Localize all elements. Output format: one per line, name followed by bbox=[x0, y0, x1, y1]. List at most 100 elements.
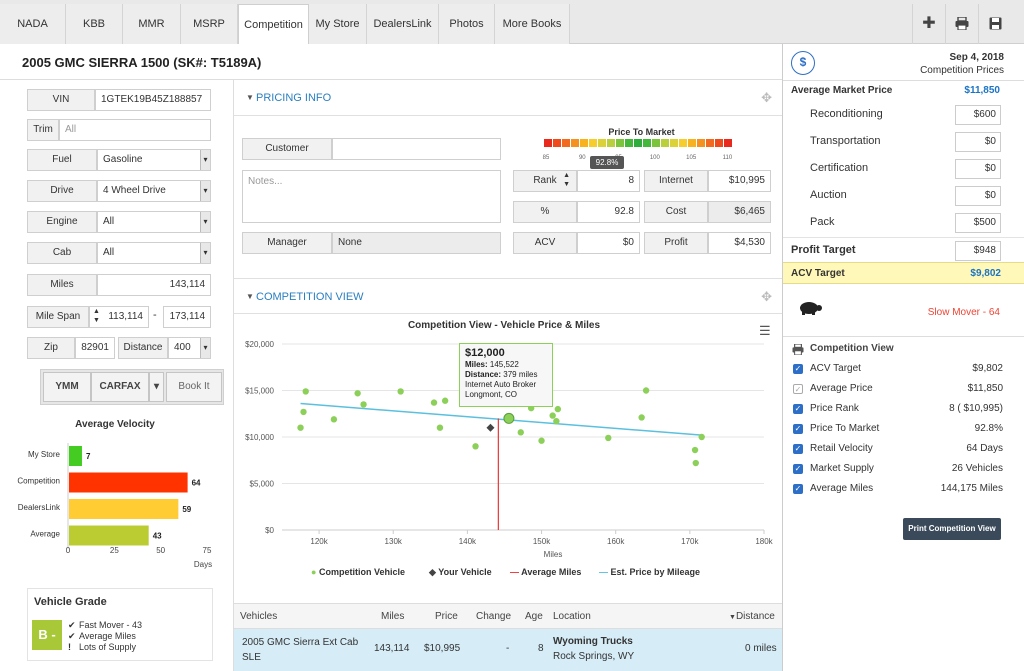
collapse-icon[interactable]: ▼ bbox=[246, 292, 254, 301]
tab-my-store[interactable]: My Store bbox=[309, 4, 367, 44]
collapse-icon[interactable]: ▼ bbox=[246, 93, 254, 102]
legend-est-price[interactable]: — Est. Price by Mileage bbox=[599, 567, 701, 577]
cv-row[interactable]: ✓ Price To Market 92.8% bbox=[793, 423, 1003, 434]
legend-average-miles[interactable]: — Average Miles bbox=[510, 567, 582, 577]
internet-field[interactable]: $10,995 bbox=[708, 170, 771, 192]
check-icon: ✔ bbox=[68, 620, 76, 630]
print-competition-view-button[interactable]: Print Competition View bbox=[903, 518, 1001, 540]
manager-field[interactable]: None bbox=[332, 232, 501, 254]
print-icon[interactable] bbox=[945, 4, 978, 44]
col-price[interactable]: Price bbox=[435, 611, 458, 622]
gauge-segment bbox=[562, 139, 570, 147]
price-to-market-gauge: 859095100105110 bbox=[543, 139, 733, 161]
profit-target-field[interactable]: $948 bbox=[955, 241, 1001, 261]
zip-field[interactable]: 82901 bbox=[75, 337, 115, 359]
save-icon[interactable] bbox=[978, 4, 1011, 44]
gauge-tick-label: 110 bbox=[723, 155, 733, 161]
tab-kbb[interactable]: KBB bbox=[66, 4, 123, 44]
manager-label: Manager bbox=[242, 232, 332, 254]
x-tick-label: 180k bbox=[755, 537, 773, 546]
competition-point bbox=[430, 399, 438, 406]
engine-label: Engine bbox=[27, 211, 97, 233]
reconditioning-field[interactable]: $600 bbox=[955, 105, 1001, 125]
check-icon: ✔ bbox=[68, 631, 76, 641]
customer-field[interactable] bbox=[332, 138, 501, 160]
percent-field[interactable]: 92.8 bbox=[577, 201, 640, 223]
milespan-min-field[interactable]: ▲ ▼ 113,114 bbox=[89, 306, 149, 328]
transportation-field[interactable]: $0 bbox=[955, 132, 1001, 152]
pack-field[interactable]: $500 bbox=[955, 213, 1001, 233]
carfax-button[interactable]: CARFAX bbox=[91, 372, 149, 402]
cv-row[interactable]: ✓ Average Miles 144,175 Miles bbox=[793, 483, 1003, 494]
cv-row[interactable]: ✓ Market Supply 26 Vehicles bbox=[793, 463, 1003, 474]
drive-select[interactable]: 4 Wheel Drive bbox=[97, 180, 211, 202]
move-icon[interactable]: ✥ bbox=[761, 90, 772, 105]
grade-item: ! Lots of Supply bbox=[68, 642, 137, 652]
trim-field[interactable]: All bbox=[59, 119, 211, 141]
vehicle-link[interactable]: 2005 GMC Sierra Ext Cab SLE bbox=[242, 637, 359, 663]
row-dealer: Wyoming Trucks bbox=[553, 636, 633, 647]
tab-nada[interactable]: NADA bbox=[0, 4, 66, 44]
competition-point bbox=[297, 424, 304, 431]
col-change[interactable]: Change bbox=[476, 611, 512, 622]
distance-select[interactable]: 400 bbox=[168, 337, 211, 359]
menu-icon[interactable]: ☰ bbox=[759, 323, 771, 338]
tab-mmr[interactable]: MMR bbox=[123, 4, 181, 44]
tab-competition[interactable]: Competition bbox=[238, 4, 309, 44]
cab-select[interactable]: All bbox=[97, 242, 211, 264]
internet-label: Internet bbox=[644, 170, 708, 192]
cv-row[interactable]: ✓ Retail Velocity 64 Days bbox=[793, 443, 1003, 454]
fuel-select[interactable]: Gasoline bbox=[97, 149, 211, 171]
trim-label: Trim bbox=[27, 119, 59, 141]
velocity-bar-value: 64 bbox=[192, 479, 201, 488]
pricing-info-header[interactable]: ▼ PRICING INFO ✥ bbox=[234, 80, 782, 116]
rank-field[interactable]: 8 bbox=[577, 170, 640, 192]
move-icon[interactable]: ✥ bbox=[761, 289, 772, 304]
print-icon[interactable] bbox=[792, 343, 804, 358]
tab-photos[interactable]: Photos bbox=[439, 4, 495, 44]
miles-field[interactable]: 143,114 bbox=[97, 274, 211, 296]
tab-more-books[interactable]: More Books bbox=[495, 4, 570, 44]
checkbox-icon: ✓ bbox=[793, 484, 803, 494]
col-location[interactable]: Location bbox=[553, 611, 591, 622]
gauge-segment bbox=[724, 139, 732, 147]
engine-select[interactable]: All bbox=[97, 211, 211, 233]
acv-field[interactable]: $0 bbox=[577, 232, 640, 254]
sort-desc-icon: ▼ bbox=[729, 614, 736, 621]
gauge-tick-label: 90 bbox=[579, 155, 586, 161]
carfax-dropdown-icon[interactable]: ▾ bbox=[149, 372, 164, 402]
auction-field[interactable]: $0 bbox=[955, 186, 1001, 206]
book-it-button[interactable]: Book It bbox=[166, 372, 222, 402]
velocity-chart: My Store 7 Competition 64 DealersLink 59 Avera… bbox=[0, 435, 234, 585]
acv-target-bar: ACV Target $9,802 bbox=[783, 262, 1024, 284]
legend-your-vehicle[interactable]: ◆ Your Vehicle bbox=[429, 567, 492, 577]
tab-dealerslink[interactable]: DealersLink bbox=[367, 4, 439, 44]
col-distance[interactable]: ▼Distance bbox=[729, 611, 775, 622]
velocity-bar-label: My Store bbox=[28, 450, 61, 459]
certification-field[interactable]: $0 bbox=[955, 159, 1001, 179]
velocity-bar-value: 43 bbox=[153, 532, 162, 541]
gauge-segment bbox=[697, 139, 705, 147]
col-age[interactable]: Age bbox=[525, 611, 543, 622]
milespan-max-field[interactable]: 173,114 bbox=[163, 306, 211, 328]
vin-field[interactable]: 1GTEK19B45Z188857 bbox=[95, 89, 211, 111]
plus-icon[interactable]: ✚ bbox=[912, 4, 945, 44]
acv-target-value: $9,802 bbox=[970, 268, 1001, 279]
legend-competition[interactable]: ● Competition Vehicle bbox=[311, 567, 405, 577]
cv-row[interactable]: ✓ Price Rank 8 ( $10,995) bbox=[793, 403, 1003, 414]
col-miles[interactable]: Miles bbox=[381, 611, 405, 622]
cv-title: Competition View bbox=[810, 343, 894, 354]
tab-msrp[interactable]: MSRP bbox=[181, 4, 238, 44]
cost-label: Cost bbox=[644, 201, 708, 223]
ymm-button[interactable]: YMM bbox=[43, 372, 91, 402]
sort-icon[interactable]: ▲ ▼ bbox=[563, 172, 570, 188]
dot-icon: ● bbox=[311, 567, 317, 577]
table-row[interactable]: 2005 GMC Sierra Ext Cab SLE 143,114 $10,… bbox=[234, 629, 782, 671]
competition-view-header[interactable]: ▼ COMPETITION VIEW ✥ bbox=[234, 278, 782, 314]
cv-row[interactable]: ✓ Average Price $11,850 bbox=[793, 383, 1003, 394]
stepper-arrows-icon[interactable]: ▲ ▼ bbox=[93, 308, 100, 324]
cv-row[interactable]: ✓ ACV Target $9,802 bbox=[793, 363, 1003, 374]
notes-textarea[interactable]: Notes... bbox=[242, 170, 501, 223]
col-vehicles[interactable]: Vehicles bbox=[240, 611, 278, 622]
cab-label: Cab bbox=[27, 242, 97, 264]
